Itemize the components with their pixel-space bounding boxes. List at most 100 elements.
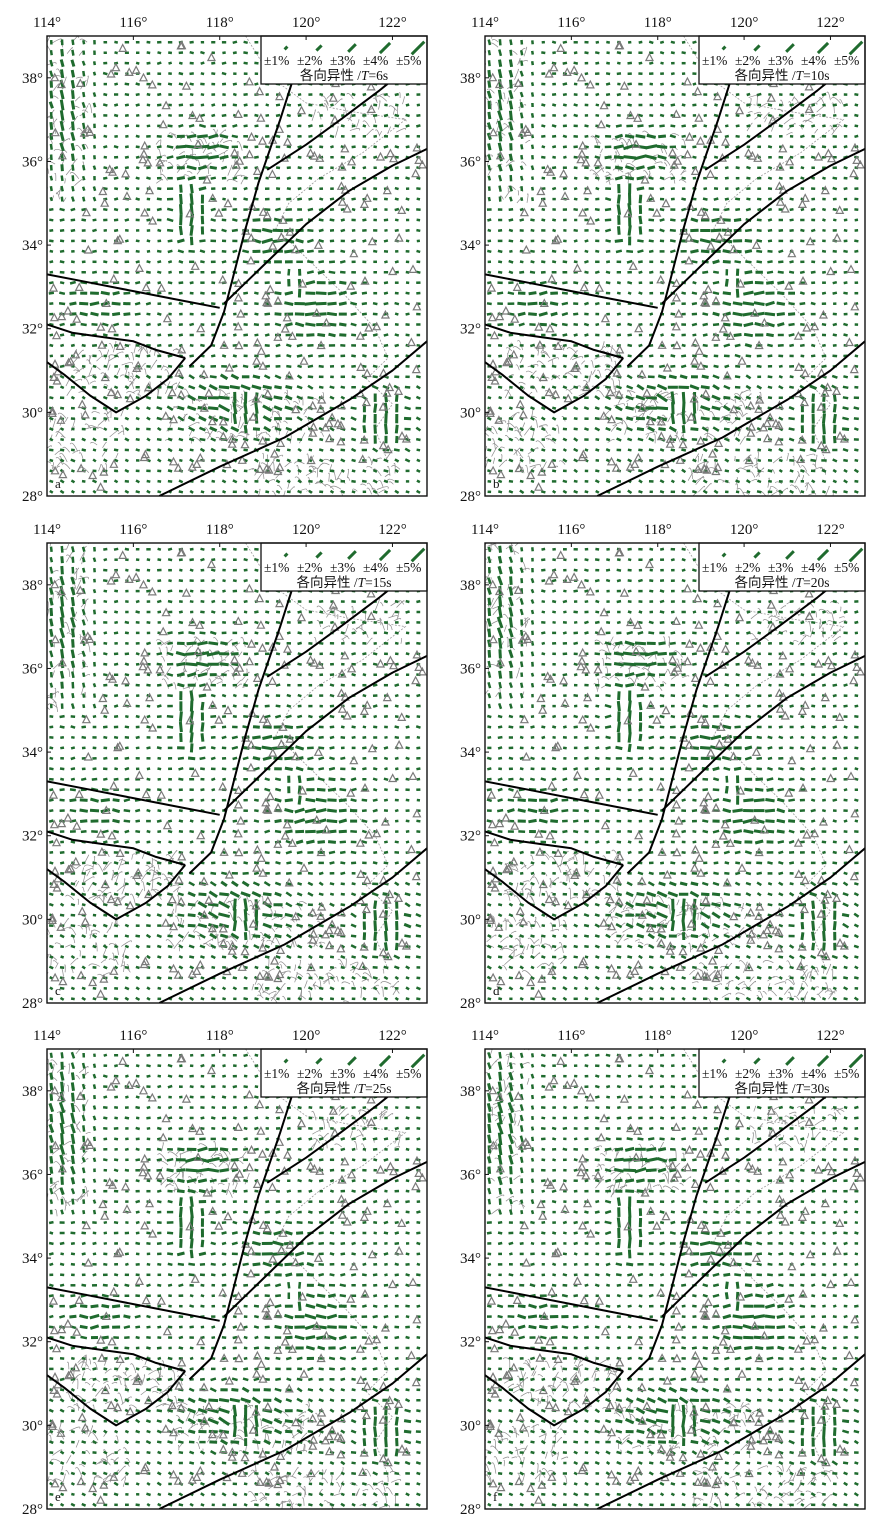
anisotropy-bar (146, 322, 151, 327)
relief-hatch (260, 462, 267, 466)
relief-hatch (131, 372, 134, 378)
station-triangle (397, 205, 407, 214)
station-triangle (230, 147, 240, 157)
anisotropy-bar (48, 385, 54, 389)
anisotropy-bar (80, 280, 88, 285)
anisotropy-bar (189, 82, 194, 86)
station-triangle (268, 241, 278, 250)
anisotropy-bar (92, 196, 97, 202)
anisotropy-bar (253, 322, 260, 327)
anisotropy-bar (60, 196, 64, 202)
anisotropy-bar (146, 61, 151, 65)
relief-hatch (131, 854, 133, 860)
anisotropy-bar (275, 103, 281, 107)
anisotropy-bar (519, 175, 524, 181)
anisotropy-bar (60, 406, 65, 410)
anisotropy-bar (659, 40, 665, 45)
anisotropy-bar (519, 165, 524, 171)
anisotropy-bar (680, 364, 687, 369)
station-triangle (185, 208, 195, 218)
anisotropy-bar (753, 290, 765, 296)
anisotropy-bar (243, 402, 248, 415)
relief-hatch (596, 369, 602, 378)
anisotropy-bar (681, 207, 687, 212)
station-triangle (793, 331, 803, 340)
station-triangle (701, 298, 711, 307)
relief-hatch (55, 431, 65, 438)
station-triangle (122, 191, 132, 200)
anisotropy-bar (102, 458, 108, 463)
anisotropy-bar (551, 166, 557, 170)
anisotropy-bar (789, 124, 794, 128)
station-triangle (155, 157, 165, 167)
anisotropy-bar (186, 165, 197, 171)
station-triangle (284, 370, 294, 380)
station-triangle (265, 284, 275, 294)
anisotropy-bar (242, 260, 249, 264)
relief-hatch (47, 31, 52, 32)
relief-hatch (100, 959, 106, 964)
station-triangle (88, 470, 98, 480)
anisotropy-bar (49, 143, 53, 150)
station-triangle (208, 193, 218, 202)
anisotropy-bar (637, 113, 644, 118)
anisotropy-bar (254, 155, 259, 159)
station-triangle (76, 463, 86, 473)
anisotropy-bar (383, 301, 389, 306)
station-triangle (671, 321, 681, 331)
station-triangle (248, 412, 258, 421)
anisotropy-bar (207, 154, 220, 160)
anisotropy-bar (497, 437, 503, 442)
anisotropy-bar (82, 91, 86, 98)
station-triangle (583, 185, 593, 195)
relief-hatch (97, 889, 104, 893)
relief-hatch (75, 76, 83, 79)
legend-scale-label: ±4% (363, 53, 388, 68)
relief-hatch (85, 868, 94, 872)
anisotropy-bar (583, 406, 590, 411)
anisotropy-bar (372, 301, 378, 306)
anisotropy-bar (810, 375, 816, 379)
anisotropy-bar (541, 448, 546, 452)
anisotropy-bar (497, 99, 503, 111)
station-triangle (690, 355, 700, 365)
anisotropy-bar (187, 415, 196, 422)
anisotropy-bar (79, 311, 88, 317)
relief-hatch (219, 389, 221, 398)
anisotropy-bar (777, 322, 785, 327)
relief-hatch (791, 96, 795, 102)
station-triangle (486, 283, 497, 292)
relief-hatch (66, 47, 73, 54)
anisotropy-bar (59, 110, 65, 121)
anisotropy-bar (735, 134, 740, 138)
station-triangle (611, 463, 621, 472)
relief-hatch (778, 487, 788, 495)
anisotropy-bar (487, 143, 492, 151)
anisotropy-bar (100, 290, 110, 296)
anisotropy-bar (49, 185, 53, 192)
anisotropy-bar (627, 291, 632, 295)
anisotropy-bar (562, 40, 568, 44)
relief-hatch (54, 173, 57, 182)
relief-hatch (521, 161, 527, 166)
anisotropy-bar (799, 312, 805, 316)
anisotropy-bar (584, 270, 589, 274)
relief-hatch (35, 462, 42, 470)
station-triangle (490, 375, 500, 385)
anisotropy-bar (156, 406, 163, 411)
station-triangle (106, 68, 116, 78)
anisotropy-bar (103, 417, 108, 421)
relief-hatch (610, 424, 618, 432)
anisotropy-bar (573, 207, 579, 212)
relief-hatch (523, 46, 528, 57)
relief-hatch (79, 634, 81, 640)
anisotropy-bar (605, 124, 611, 128)
station-triangle (316, 404, 326, 413)
station-triangle (66, 356, 76, 366)
relief-hatch (379, 131, 383, 136)
anisotropy-bar (594, 479, 600, 484)
anisotropy-bar (405, 490, 410, 494)
anisotropy-bar (70, 131, 76, 141)
relief-hatch (349, 128, 361, 131)
anisotropy-bar (178, 437, 184, 442)
